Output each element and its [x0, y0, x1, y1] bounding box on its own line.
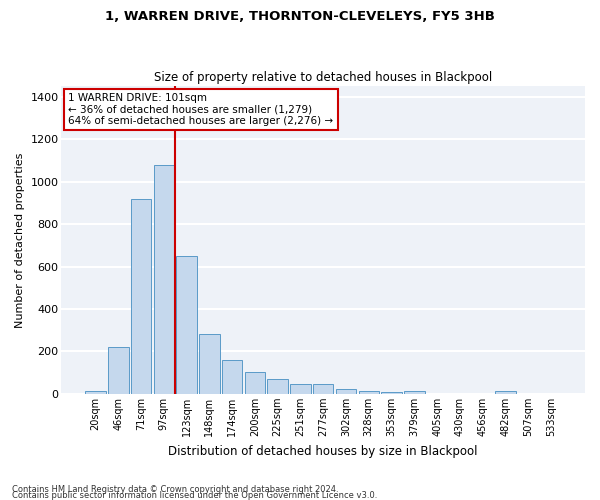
Bar	[268, 378, 288, 394]
Y-axis label: Number of detached properties: Number of detached properties	[15, 152, 25, 328]
Bar	[381, 392, 402, 394]
Bar	[131, 198, 151, 394]
Bar	[85, 390, 106, 394]
Bar	[245, 372, 265, 394]
X-axis label: Distribution of detached houses by size in Blackpool: Distribution of detached houses by size …	[169, 444, 478, 458]
Bar	[359, 390, 379, 394]
Bar	[336, 389, 356, 394]
Bar	[176, 256, 197, 394]
Bar	[108, 347, 128, 394]
Bar	[222, 360, 242, 394]
Text: 1, WARREN DRIVE, THORNTON-CLEVELEYS, FY5 3HB: 1, WARREN DRIVE, THORNTON-CLEVELEYS, FY5…	[105, 10, 495, 23]
Bar	[290, 384, 311, 394]
Text: Contains HM Land Registry data © Crown copyright and database right 2024.: Contains HM Land Registry data © Crown c…	[12, 484, 338, 494]
Title: Size of property relative to detached houses in Blackpool: Size of property relative to detached ho…	[154, 70, 493, 84]
Text: Contains public sector information licensed under the Open Government Licence v3: Contains public sector information licen…	[12, 491, 377, 500]
Bar	[154, 164, 174, 394]
Bar	[495, 391, 515, 394]
Bar	[199, 334, 220, 394]
Bar	[404, 390, 425, 394]
Bar	[313, 384, 334, 394]
Text: 1 WARREN DRIVE: 101sqm
← 36% of detached houses are smaller (1,279)
64% of semi-: 1 WARREN DRIVE: 101sqm ← 36% of detached…	[68, 93, 334, 126]
